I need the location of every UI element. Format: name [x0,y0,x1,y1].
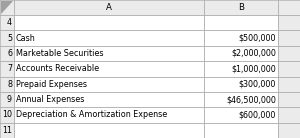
Bar [14,107,204,123]
Text: Marketable Securities: Marketable Securities [16,49,104,58]
Bar [278,0,300,15]
Text: 11: 11 [2,126,12,135]
Bar [14,92,204,107]
Bar [14,123,204,138]
Bar [0,123,14,138]
Bar [0,46,14,61]
Text: 5: 5 [7,34,12,43]
Bar [278,123,300,138]
Bar [204,30,278,46]
Bar [204,46,278,61]
Polygon shape [1,1,13,14]
Text: 6: 6 [7,49,12,58]
Bar [204,76,278,92]
Bar [204,107,278,123]
Bar [0,30,14,46]
Text: $46,500,000: $46,500,000 [226,95,276,104]
Text: $500,000: $500,000 [238,34,276,43]
Text: Prepaid Expenses: Prepaid Expenses [16,80,87,89]
Bar [14,61,204,76]
Bar [0,15,14,30]
Bar [204,0,278,15]
Bar [0,0,14,15]
Bar [14,76,204,92]
Text: 10: 10 [2,110,12,119]
Bar [204,15,278,30]
Text: $1,000,000: $1,000,000 [231,64,276,73]
Bar [14,0,204,15]
Bar [278,92,300,107]
Bar [0,107,14,123]
Text: Annual Expenses: Annual Expenses [16,95,84,104]
Text: A: A [106,3,112,12]
Bar [14,46,204,61]
Text: 4: 4 [7,18,12,27]
Text: $2,000,000: $2,000,000 [231,49,276,58]
Bar [204,92,278,107]
Bar [0,92,14,107]
Bar [204,123,278,138]
Text: $300,000: $300,000 [238,80,276,89]
Text: Depreciation & Amortization Expense: Depreciation & Amortization Expense [16,110,167,119]
Bar [278,46,300,61]
Text: Accounts Receivable: Accounts Receivable [16,64,99,73]
Bar [278,15,300,30]
Bar [14,30,204,46]
Bar [278,107,300,123]
Text: Cash: Cash [16,34,36,43]
Bar [204,61,278,76]
Text: B: B [238,3,244,12]
Bar [278,30,300,46]
Bar [0,76,14,92]
Text: 8: 8 [7,80,12,89]
Bar [278,61,300,76]
Text: 9: 9 [7,95,12,104]
Bar [14,15,204,30]
Bar [278,76,300,92]
Bar [0,61,14,76]
Text: $600,000: $600,000 [238,110,276,119]
Text: 7: 7 [7,64,12,73]
